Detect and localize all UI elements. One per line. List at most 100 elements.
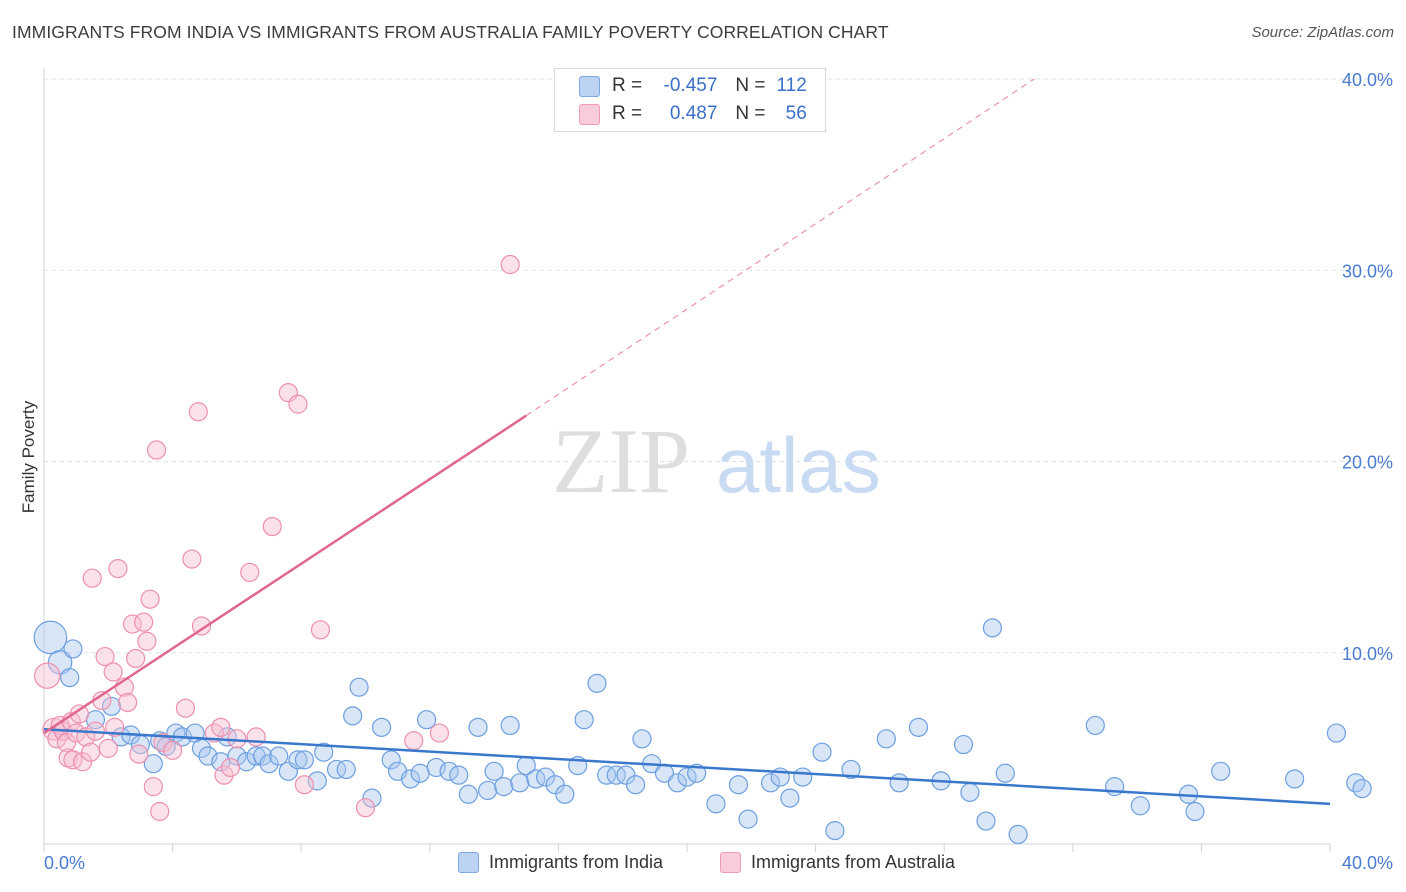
india-point — [597, 765, 617, 785]
legend-row-australia: R = 0.487 N = 56 — [579, 102, 807, 126]
australia-point — [63, 750, 83, 770]
india-point — [706, 794, 726, 814]
india-point — [416, 710, 437, 730]
india-point — [253, 746, 273, 766]
india-point — [1285, 769, 1305, 789]
australia-point — [137, 631, 157, 651]
india-point — [227, 746, 247, 766]
watermark-atlas: atlas — [716, 421, 881, 509]
australia-point — [240, 562, 260, 583]
india-point — [625, 775, 646, 795]
india-point — [976, 811, 996, 831]
india-point — [371, 717, 392, 737]
australia-point — [211, 717, 231, 737]
australia-point — [117, 692, 138, 713]
australia-point — [143, 777, 163, 797]
india-point — [793, 767, 813, 787]
india-point — [953, 734, 974, 755]
india-point — [876, 729, 896, 749]
australia-point — [500, 254, 520, 275]
legend-n-label-australia: N = — [735, 103, 766, 124]
series-legend-swatch-india — [458, 852, 479, 873]
australia-point — [191, 616, 212, 636]
australia-trend-line — [43, 414, 527, 735]
australia-trend-extension — [525, 78, 1035, 417]
australia-point — [227, 729, 247, 749]
india-point — [728, 775, 749, 795]
australia-point — [163, 740, 183, 760]
y-tick-label: 20.0% — [1342, 453, 1393, 473]
india-point — [259, 754, 279, 774]
legend-n-label-india: N = — [735, 75, 766, 96]
australia-point — [150, 801, 170, 822]
australia-point — [262, 516, 282, 537]
australia-point — [82, 568, 102, 588]
india-point — [687, 763, 707, 783]
legend-n-value-australia: 56 — [785, 103, 807, 124]
india-point — [314, 742, 334, 762]
india-point — [1130, 796, 1150, 816]
india-point — [362, 788, 382, 808]
legend-swatch-india — [579, 75, 600, 97]
x-tick-marks — [43, 844, 1331, 852]
legend-r-label-australia: R = — [612, 103, 643, 124]
correlation-legend: R = -0.457 N = 112 R = 0.487 N = 56 — [554, 68, 826, 132]
india-point — [760, 773, 781, 793]
india-point — [1085, 715, 1105, 736]
series-australia-points — [34, 254, 520, 822]
australia-point — [214, 765, 234, 785]
australia-point — [153, 733, 173, 753]
australia-point — [429, 723, 450, 743]
series-legend-label-india: Immigrants from India — [489, 852, 664, 872]
india-point — [326, 759, 347, 780]
india-point — [825, 821, 845, 841]
y-axis-label: Family Poverty — [19, 400, 38, 513]
chart-source: Source: ZipAtlas.com — [1251, 24, 1394, 41]
india-point — [33, 620, 68, 655]
india-point — [780, 788, 800, 808]
india-point — [667, 773, 687, 793]
series-legend: Immigrants from India Immigrants from Au… — [0, 852, 1406, 878]
india-point — [889, 773, 909, 793]
india-point — [632, 729, 652, 749]
australia-point — [246, 727, 266, 747]
australia-point — [294, 775, 315, 795]
series-legend-swatch-australia — [720, 852, 741, 873]
india-point — [1326, 723, 1347, 743]
india-point — [494, 777, 514, 797]
india-point — [478, 780, 498, 801]
india-point — [439, 761, 459, 781]
trend-lines — [43, 78, 1331, 806]
y-tick-label: 10.0% — [1342, 644, 1393, 664]
india-point — [1185, 801, 1205, 822]
australia-point — [105, 717, 125, 737]
india-point — [63, 639, 83, 659]
india-point — [982, 618, 1003, 638]
series-legend-india: Immigrants from India — [458, 852, 663, 873]
australia-point — [108, 558, 128, 579]
australia-point — [98, 738, 118, 758]
india-point — [336, 759, 356, 780]
india-point — [60, 668, 80, 688]
india-point — [217, 727, 237, 747]
x-tick-label-max: 40.0% — [1342, 853, 1393, 873]
india-point — [400, 769, 421, 789]
australia-point — [288, 394, 308, 414]
india-point — [426, 757, 446, 778]
india-point — [587, 673, 607, 693]
india-point — [410, 763, 430, 783]
australia-point — [103, 662, 123, 682]
india-point — [606, 765, 626, 785]
india-point — [812, 742, 832, 762]
india-point — [458, 784, 478, 804]
australia-point — [355, 798, 376, 818]
australia-point — [146, 440, 167, 460]
series-legend-label-australia: Immigrants from Australia — [751, 852, 956, 872]
australia-point — [188, 402, 208, 422]
india-point — [288, 750, 308, 770]
australia-point — [220, 757, 241, 778]
legend-r-value-india: -0.457 — [663, 75, 718, 96]
australia-point — [126, 648, 146, 669]
india-point — [101, 696, 122, 716]
